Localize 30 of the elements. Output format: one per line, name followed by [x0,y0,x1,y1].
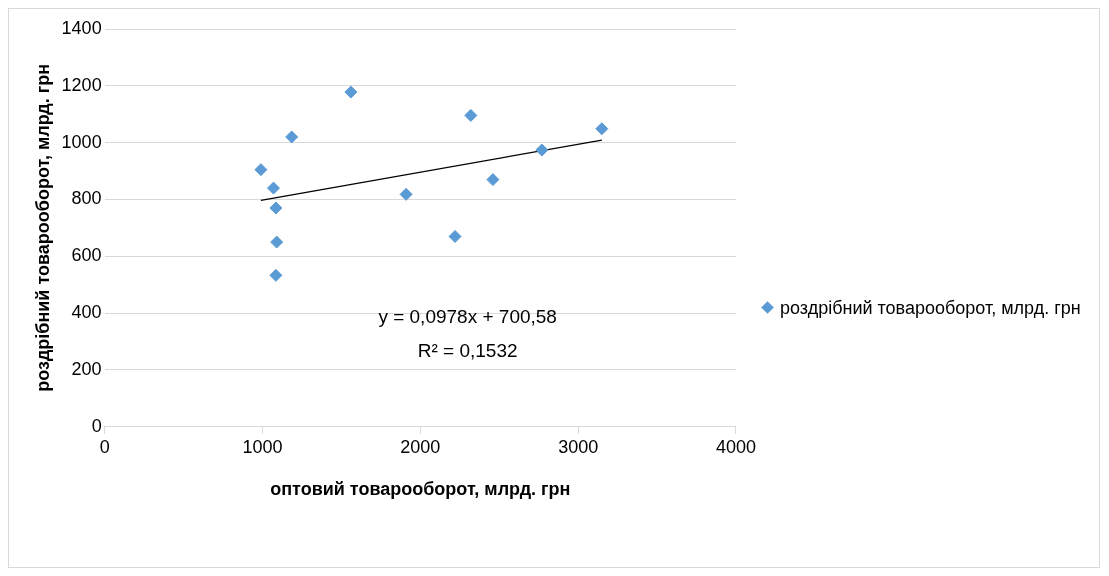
annotation: R² = 0,1532 [417,339,518,361]
point [344,85,358,99]
point [270,235,284,249]
y-tick-label: 1200 [61,74,102,95]
point [448,229,462,243]
point [535,143,549,157]
point [399,187,413,201]
point [486,173,500,187]
x-tick-label: 4000 [715,436,756,457]
y-axis-title: роздрібний товарооборот, млрд. грн [32,63,53,392]
point [267,181,281,195]
point [464,108,478,122]
y-tick-label: 0 [91,415,102,436]
annotation: y = 0,0978x + 700,58 [378,305,557,327]
y-tick-label: 600 [71,245,102,266]
y-tick-label: 1400 [61,17,102,38]
point [269,268,283,282]
x-axis-title: оптовий товарооборот, млрд. грн [270,479,571,500]
x-tick-label: 1000 [242,436,283,457]
y-tick-label: 400 [71,302,102,323]
legend-label: роздрібний товарооборот, млрд. грн [780,297,1081,320]
point [269,201,283,215]
y-tick-label: 800 [71,188,102,209]
x-tick-label: 2000 [400,436,441,457]
point [254,163,268,177]
x-tick-label: 3000 [558,436,599,457]
y-tick-label: 1000 [61,131,102,152]
point [595,122,609,136]
point [285,130,299,144]
y-tick-label: 200 [71,358,102,379]
